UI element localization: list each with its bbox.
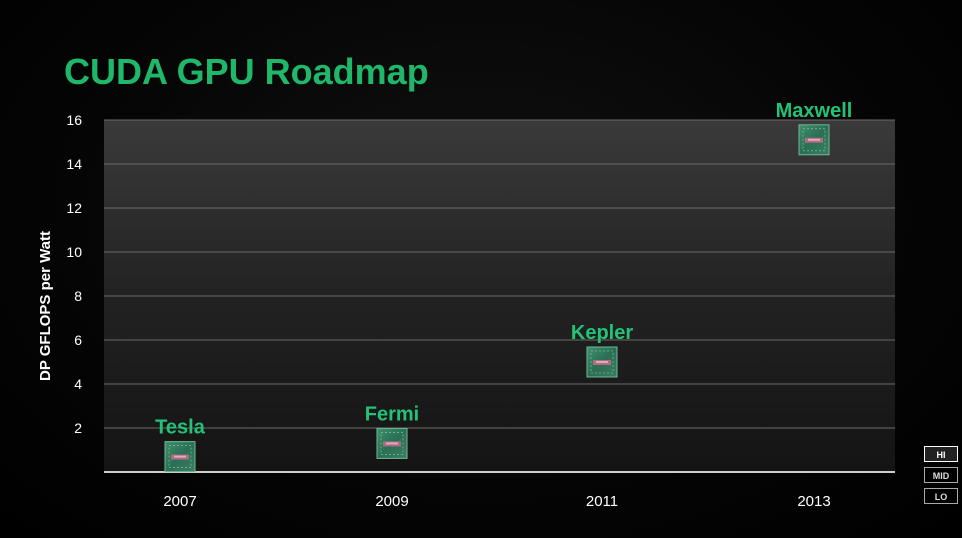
y-tick-label: 4	[74, 376, 82, 392]
data-label-kepler: Kepler	[571, 322, 633, 344]
y-axis-label: DP GFLOPS per Watt	[37, 231, 54, 381]
y-tick-label: 8	[74, 288, 82, 304]
quality-hi-button[interactable]: HI	[924, 446, 958, 462]
y-tick-label: 16	[66, 112, 82, 128]
data-point-maxwell	[798, 124, 830, 156]
x-tick-label: 2011	[586, 493, 618, 510]
y-tick-label: 6	[74, 332, 82, 348]
y-tick-label: 14	[66, 156, 82, 172]
y-tick-label: 12	[66, 200, 82, 216]
data-point-kepler	[586, 346, 618, 378]
quality-mid-button[interactable]: MID	[924, 467, 958, 483]
chart-title: CUDA GPU Roadmap	[64, 51, 429, 92]
quality-lo-button[interactable]: LO	[924, 488, 958, 504]
data-label-tesla: Tesla	[155, 417, 206, 439]
x-tick-label: 2009	[375, 493, 408, 510]
data-point-tesla	[164, 441, 196, 473]
x-tick-label: 2007	[163, 493, 196, 510]
y-tick-label: 2	[74, 420, 82, 436]
data-label-fermi: Fermi	[365, 403, 419, 425]
x-tick-label: 2013	[797, 493, 830, 510]
data-point-fermi	[376, 427, 408, 459]
data-label-maxwell: Maxwell	[776, 100, 853, 122]
y-tick-label: 10	[66, 244, 82, 260]
